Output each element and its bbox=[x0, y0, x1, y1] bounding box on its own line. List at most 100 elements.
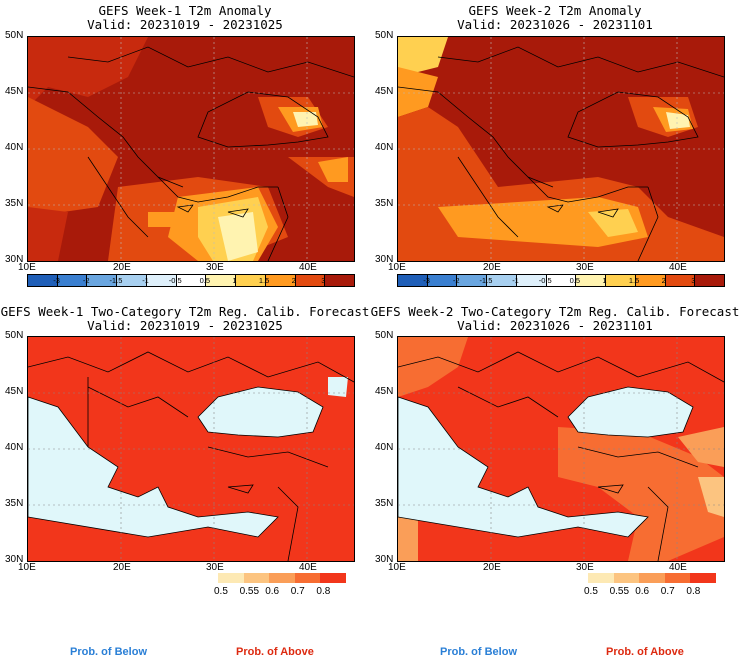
colorbar-label: 3 bbox=[691, 276, 696, 285]
colorbar-swatch bbox=[487, 275, 517, 286]
colorbar-label: 2 bbox=[291, 276, 296, 285]
lat-tick: 30N bbox=[375, 554, 394, 565]
lat-tick: 40N bbox=[375, 142, 394, 153]
panel3-title: GEFS Week-1 Two-Category T2m Reg. Calib.… bbox=[0, 304, 370, 319]
lat-tick: 40N bbox=[5, 142, 24, 153]
lat-tick: 50N bbox=[5, 30, 24, 41]
colorbar-swatch bbox=[236, 275, 266, 286]
colorbar-label: 1.5 bbox=[258, 276, 270, 285]
prob-above-label: Prob. of Above bbox=[236, 646, 314, 658]
lat-tick: 35N bbox=[375, 498, 394, 509]
colorbar-swatch bbox=[457, 275, 488, 286]
lat-tick: 40N bbox=[375, 442, 394, 453]
lat-tick: 35N bbox=[5, 498, 24, 509]
lat-tick: 30N bbox=[5, 254, 24, 265]
lon-tick: 40E bbox=[299, 262, 317, 273]
colorbar-swatch bbox=[218, 573, 244, 583]
lon-tick: 40E bbox=[669, 262, 687, 273]
probability-colorbar bbox=[588, 573, 716, 583]
colorbar-label: 0.6 bbox=[635, 586, 650, 597]
colorbar-swatch bbox=[206, 275, 237, 286]
lat-tick: 30N bbox=[5, 554, 24, 565]
colorbar-label: 0.8 bbox=[686, 586, 701, 597]
panel2-valid: Valid: 20231026 - 20231101 bbox=[457, 17, 653, 32]
lat-tick: 50N bbox=[5, 330, 24, 341]
lat-tick: 45N bbox=[375, 86, 394, 97]
panel4-title: GEFS Week-2 Two-Category T2m Reg. Calib.… bbox=[370, 304, 740, 319]
colorbar-swatch bbox=[427, 275, 458, 286]
lon-tick: 30E bbox=[576, 262, 594, 273]
colorbar-label: 0.7 bbox=[290, 586, 305, 597]
colorbar-label: -2 bbox=[82, 276, 90, 285]
colorbar-label: -3 bbox=[423, 276, 430, 285]
lon-tick: 30E bbox=[206, 262, 224, 273]
colorbar-swatch bbox=[639, 573, 665, 583]
lon-tick: 40E bbox=[669, 562, 687, 573]
lon-tick: 10E bbox=[18, 562, 36, 573]
colorbar-swatch bbox=[243, 573, 270, 583]
colorbar-swatch bbox=[398, 275, 428, 286]
lat-tick: 45N bbox=[5, 386, 24, 397]
week2-probability-map bbox=[397, 336, 725, 562]
colorbar-swatch bbox=[606, 275, 636, 286]
colorbar-swatch bbox=[176, 275, 207, 286]
week2-anomaly-map bbox=[397, 36, 725, 262]
colorbar-label: 1 bbox=[232, 276, 237, 285]
colorbar-swatch bbox=[87, 275, 118, 286]
lat-tick: 45N bbox=[5, 86, 24, 97]
colorbar-label: -0.5 bbox=[168, 276, 182, 285]
anomaly-colorbar bbox=[397, 274, 725, 287]
colorbar-swatch bbox=[28, 275, 58, 286]
lat-tick: 35N bbox=[5, 198, 24, 209]
lon-tick: 10E bbox=[18, 262, 36, 273]
lon-tick: 30E bbox=[206, 562, 224, 573]
colorbar-label: 0.6 bbox=[265, 586, 280, 597]
colorbar-swatch bbox=[295, 275, 326, 286]
probability-colorbar bbox=[218, 573, 346, 583]
colorbar-swatch bbox=[146, 275, 177, 286]
colorbar-label: -1.5 bbox=[109, 276, 123, 285]
colorbar-label: 0.55 bbox=[239, 586, 260, 597]
colorbar-label: 0.7 bbox=[660, 586, 675, 597]
colorbar-swatch bbox=[117, 275, 147, 286]
lon-tick: 30E bbox=[576, 562, 594, 573]
colorbar-label: 0.5 bbox=[584, 586, 598, 597]
colorbar-swatch bbox=[690, 573, 716, 583]
prob-below-label: Prob. of Below bbox=[70, 646, 147, 658]
colorbar-label: 0.55 bbox=[609, 586, 630, 597]
panel1-title: GEFS Week-1 T2m Anomaly bbox=[98, 3, 272, 18]
colorbar-swatch bbox=[665, 275, 696, 286]
colorbar-swatch bbox=[613, 573, 640, 583]
colorbar-label: 3 bbox=[321, 276, 326, 285]
lat-tick: 50N bbox=[375, 330, 394, 341]
colorbar-swatch bbox=[516, 275, 547, 286]
lon-tick: 10E bbox=[388, 262, 406, 273]
colorbar-swatch bbox=[269, 573, 295, 583]
lat-tick: 30N bbox=[375, 254, 394, 265]
lon-tick: 40E bbox=[299, 562, 317, 573]
colorbar-label: -1.5 bbox=[479, 276, 493, 285]
colorbar-swatch bbox=[664, 573, 691, 583]
week1-probability-map bbox=[27, 336, 355, 562]
colorbar-swatch bbox=[325, 275, 355, 286]
colorbar-label: -3 bbox=[53, 276, 60, 285]
lon-tick: 20E bbox=[483, 262, 501, 273]
lat-tick: 50N bbox=[375, 30, 394, 41]
panel4-valid: Valid: 20231026 - 20231101 bbox=[457, 318, 653, 333]
colorbar-label: 1 bbox=[602, 276, 607, 285]
colorbar-label: -2 bbox=[452, 276, 460, 285]
prob-above-label: Prob. of Above bbox=[606, 646, 684, 658]
colorbar-label: -1 bbox=[142, 276, 149, 285]
lon-tick: 20E bbox=[113, 562, 131, 573]
colorbar-label: 1.5 bbox=[628, 276, 640, 285]
panel2-title: GEFS Week-2 T2m Anomaly bbox=[468, 3, 642, 18]
colorbar-label: -0.5 bbox=[538, 276, 552, 285]
colorbar-label: 0.5 bbox=[199, 276, 211, 285]
colorbar-label: -1 bbox=[512, 276, 519, 285]
lon-tick: 20E bbox=[113, 262, 131, 273]
colorbar-swatch bbox=[695, 275, 725, 286]
colorbar-swatch bbox=[588, 573, 614, 583]
colorbar-label: 0.5 bbox=[569, 276, 581, 285]
panel3-valid: Valid: 20231019 - 20231025 bbox=[87, 318, 283, 333]
panel1-valid: Valid: 20231019 - 20231025 bbox=[87, 17, 283, 32]
